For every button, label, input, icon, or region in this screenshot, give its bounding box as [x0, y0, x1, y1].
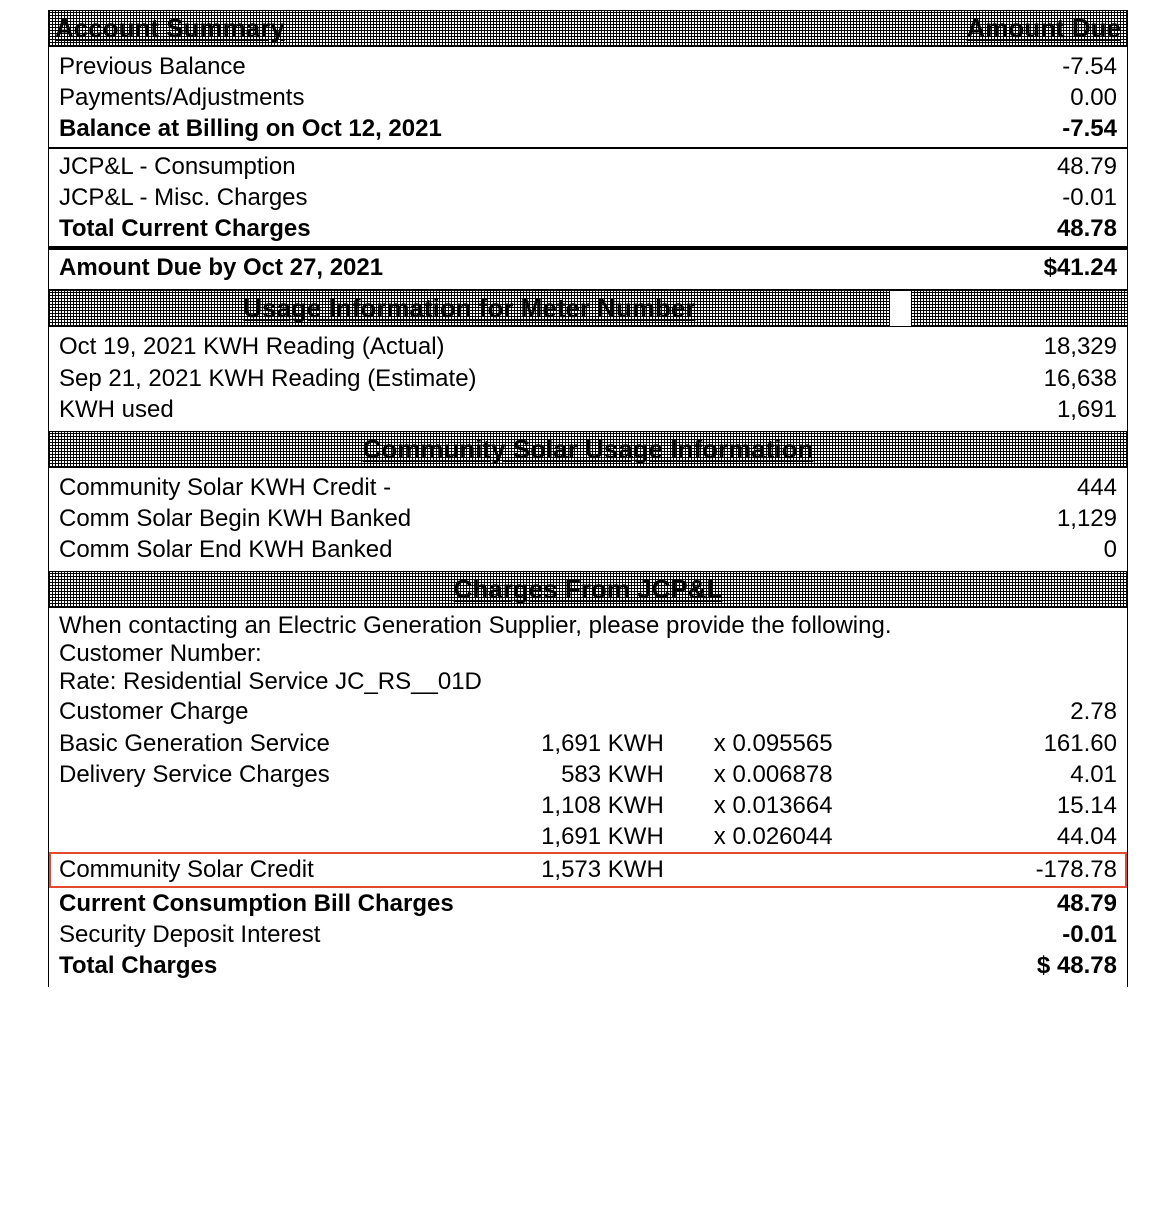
charge-line-delivery-1: Delivery Service Charges 583 KWH x 0.006…: [59, 759, 1117, 790]
value: -7.54: [1062, 113, 1117, 144]
value: 1,691: [1057, 394, 1117, 425]
header-account-summary: Account Summary: [55, 13, 285, 44]
row-reading-estimate: Sep 21, 2021 KWH Reading (Estimate) 16,6…: [59, 363, 1117, 394]
label: [59, 790, 482, 821]
charge-line-basic-generation: Basic Generation Service 1,691 KWH x 0.0…: [59, 728, 1117, 759]
row-amount-due-by: Amount Due by Oct 27, 2021 $41.24: [59, 252, 1117, 283]
label: Total Current Charges: [59, 213, 311, 244]
rate: x 0.006878: [694, 759, 906, 790]
label: Security Deposit Interest: [59, 919, 320, 950]
divider: [49, 246, 1127, 250]
rate: x 0.095565: [694, 728, 906, 759]
amount: 161.60: [905, 728, 1117, 759]
label: Basic Generation Service: [59, 728, 482, 759]
row-total-current-charges: Total Current Charges 48.78: [59, 213, 1117, 244]
label: Comm Solar End KWH Banked: [59, 534, 392, 565]
charges-section: When contacting an Electric Generation S…: [48, 608, 1128, 987]
value: 0: [1104, 534, 1117, 565]
header-usage-info: Usage Information for Meter Number: [49, 291, 890, 326]
value: $41.24: [1044, 252, 1117, 283]
label: Previous Balance: [59, 51, 246, 82]
value: -0.01: [1062, 182, 1117, 213]
solar-usage-section: Community Solar KWH Credit - 444 Comm So…: [48, 468, 1128, 572]
row-consumption: JCP&L - Consumption 48.79: [59, 151, 1117, 182]
intro-line-1: When contacting an Electric Generation S…: [59, 612, 1117, 640]
kwh: 1,691 KWH: [482, 728, 694, 759]
label: Balance at Billing on Oct 12, 2021: [59, 113, 442, 144]
intro-line-3: Rate: Residential Service JC_RS__01D: [59, 668, 1117, 696]
label: Comm Solar Begin KWH Banked: [59, 503, 411, 534]
row-misc-charges: JCP&L - Misc. Charges -0.01: [59, 182, 1117, 213]
rate: x 0.013664: [694, 790, 906, 821]
row-security-deposit-interest: Security Deposit Interest -0.01: [59, 919, 1117, 950]
value: 48.79: [1057, 151, 1117, 182]
value: 48.78: [1057, 213, 1117, 244]
amount: 15.14: [905, 790, 1117, 821]
row-total-charges: Total Charges $ 48.78: [59, 950, 1117, 981]
label: Current Consumption Bill Charges: [59, 888, 454, 919]
account-summary-header: Account Summary Amount Due: [48, 10, 1128, 47]
rate: [694, 854, 906, 885]
charge-line-solar-credit: Community Solar Credit 1,573 KWH -178.78: [59, 854, 1117, 885]
account-summary-section: Previous Balance -7.54 Payments/Adjustme…: [48, 47, 1128, 290]
row-balance-at-billing: Balance at Billing on Oct 12, 2021 -7.54: [59, 113, 1117, 144]
kwh: 1,691 KWH: [482, 821, 694, 852]
label: JCP&L - Misc. Charges: [59, 182, 308, 213]
value: 48.79: [1057, 888, 1117, 919]
value: -7.54: [1062, 51, 1117, 82]
value: 18,329: [1044, 331, 1117, 362]
usage-info-section: Oct 19, 2021 KWH Reading (Actual) 18,329…: [48, 327, 1128, 431]
solar-usage-header: Community Solar Usage Information: [48, 431, 1128, 468]
amount: 2.78: [905, 696, 1117, 727]
value: $ 48.78: [1037, 950, 1117, 981]
row-solar-begin-banked: Comm Solar Begin KWH Banked 1,129: [59, 503, 1117, 534]
row-kwh-used: KWH used 1,691: [59, 394, 1117, 425]
label: Amount Due by Oct 27, 2021: [59, 252, 383, 283]
row-current-consumption-charges: Current Consumption Bill Charges 48.79: [59, 888, 1117, 919]
charge-line-customer-charge: Customer Charge 2.78: [59, 696, 1117, 727]
kwh: 583 KWH: [482, 759, 694, 790]
label: Customer Charge: [59, 696, 482, 727]
bill-container: Account Summary Amount Due Previous Bala…: [48, 10, 1128, 987]
row-solar-end-banked: Comm Solar End KWH Banked 0: [59, 534, 1117, 565]
charge-line-delivery-2: 1,108 KWH x 0.013664 15.14: [59, 790, 1117, 821]
value: 16,638: [1044, 363, 1117, 394]
kwh: [482, 696, 694, 727]
amount: -178.78: [905, 854, 1117, 885]
row-reading-actual: Oct 19, 2021 KWH Reading (Actual) 18,329: [59, 331, 1117, 362]
value: -0.01: [1062, 919, 1117, 950]
amount: 44.04: [905, 821, 1117, 852]
label: Community Solar Credit: [59, 854, 482, 885]
header-solar-usage: Community Solar Usage Information: [363, 434, 814, 465]
row-solar-credit: Community Solar KWH Credit - 444: [59, 472, 1117, 503]
label: Delivery Service Charges: [59, 759, 482, 790]
header-charges: Charges From JCP&L: [454, 574, 723, 605]
value: 0.00: [1070, 82, 1117, 113]
label: Sep 21, 2021 KWH Reading (Estimate): [59, 363, 477, 394]
label: JCP&L - Consumption: [59, 151, 296, 182]
divider: [49, 147, 1127, 149]
kwh: 1,108 KWH: [482, 790, 694, 821]
usage-info-header: Usage Information for Meter Number: [48, 290, 1128, 327]
charge-line-delivery-3: 1,691 KWH x 0.026044 44.04: [59, 821, 1117, 852]
rate: x 0.026044: [694, 821, 906, 852]
label: Community Solar KWH Credit -: [59, 472, 391, 503]
label: Payments/Adjustments: [59, 82, 304, 113]
header-amount-due: Amount Due: [966, 13, 1121, 44]
label: Oct 19, 2021 KWH Reading (Actual): [59, 331, 445, 362]
value: 1,129: [1057, 503, 1117, 534]
rate: [694, 696, 906, 727]
row-payments-adjustments: Payments/Adjustments 0.00: [59, 82, 1117, 113]
row-previous-balance: Previous Balance -7.54: [59, 51, 1117, 82]
intro-line-2: Customer Number:: [59, 640, 1117, 668]
highlight-community-solar-credit: Community Solar Credit 1,573 KWH -178.78: [49, 852, 1127, 887]
label: [59, 821, 482, 852]
amount: 4.01: [905, 759, 1117, 790]
label: KWH used: [59, 394, 174, 425]
value: 444: [1077, 472, 1117, 503]
charges-header: Charges From JCP&L: [48, 571, 1128, 608]
label: Total Charges: [59, 950, 217, 981]
kwh: 1,573 KWH: [482, 854, 694, 885]
